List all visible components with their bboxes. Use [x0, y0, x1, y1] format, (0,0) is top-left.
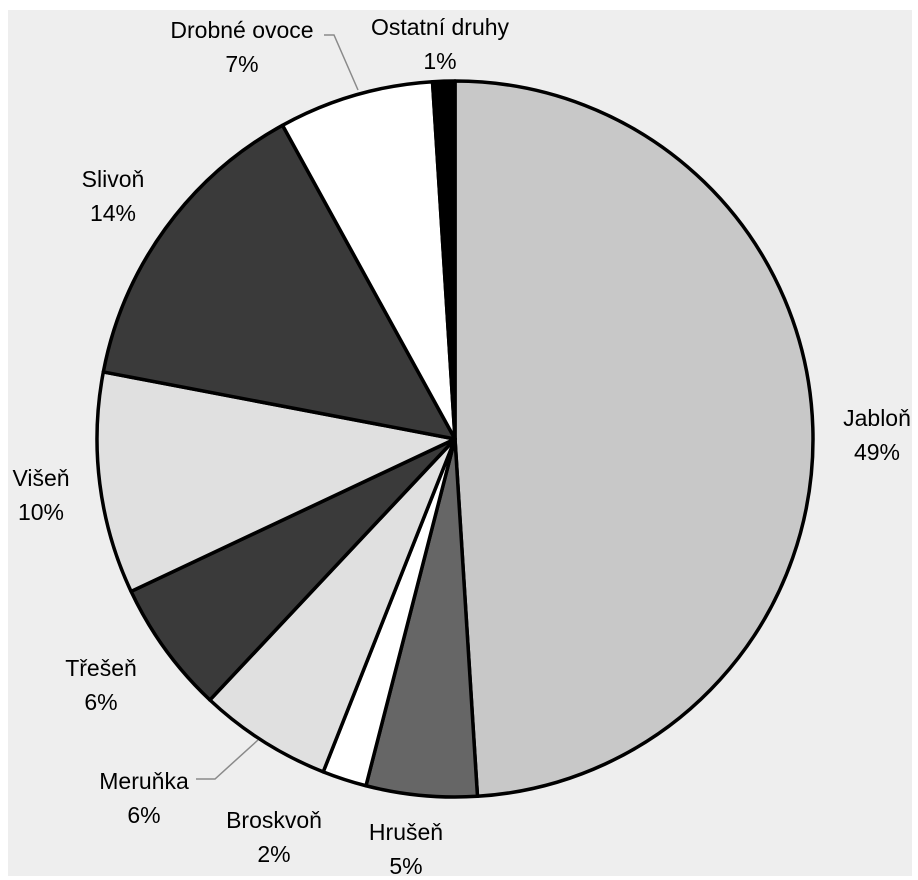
- slice-drobne-ovoce: [280, 79, 457, 441]
- label-name: Hrušeň: [369, 819, 443, 845]
- label-visen: Višeň 10%: [12, 465, 69, 525]
- label-name: Višeň: [12, 465, 69, 491]
- label-value: 1%: [423, 48, 456, 74]
- label-jablon: Jabloň 49%: [843, 405, 911, 465]
- leader-lines: [196, 34, 359, 780]
- label-value: 7%: [225, 51, 258, 77]
- label-broskvon: Broskvoň 2%: [226, 807, 322, 867]
- label-value: 5%: [389, 853, 422, 879]
- label-name: Jabloň: [843, 405, 911, 431]
- label-value: 6%: [84, 689, 117, 715]
- slice-jablon: [453, 79, 815, 799]
- pie-slices: [95, 79, 815, 799]
- slice-labels: Jabloň 49%Hrušeň 5%Broskvoň 2%Meruňka 6%Třeš…: [12, 14, 910, 879]
- label-value: 10%: [18, 499, 64, 525]
- label-hrusen: Hrušeň 5%: [369, 819, 443, 879]
- label-value: 14%: [90, 200, 136, 226]
- label-merunka: Meruňka 6%: [99, 768, 189, 828]
- label-name: Broskvoň: [226, 807, 322, 833]
- label-name: Slivoň: [82, 166, 145, 192]
- label-name: Meruňka: [99, 768, 189, 794]
- label-tresen: Třešeň 6%: [65, 655, 137, 715]
- label-value: 2%: [257, 841, 290, 867]
- leader-drobne-ovoce: [324, 34, 359, 91]
- label-name: Ostatní druhy: [371, 14, 510, 40]
- slice-merunka: [208, 437, 457, 774]
- label-value: 49%: [854, 439, 900, 465]
- label-name: Drobné ovoce: [170, 17, 313, 43]
- label-name: Třešeň: [65, 655, 137, 681]
- slice-visen: [95, 370, 457, 594]
- label-ostatni-druhy: Ostatní druhy 1%: [371, 14, 510, 74]
- leader-merunka: [196, 739, 259, 780]
- slice-slivon: [101, 123, 457, 441]
- label-slivon: Slivoň 14%: [82, 166, 145, 226]
- label-value: 6%: [127, 802, 160, 828]
- slice-ostatni-druhy: [430, 79, 457, 441]
- label-drobne-ovoce: Drobné ovoce 7%: [170, 17, 313, 77]
- slice-tresen: [129, 437, 457, 702]
